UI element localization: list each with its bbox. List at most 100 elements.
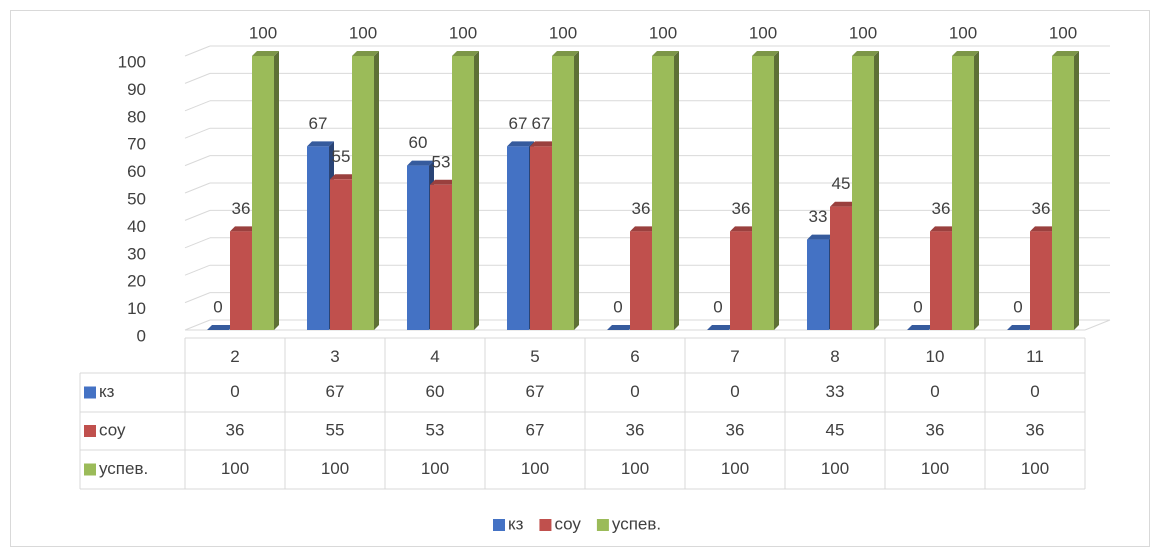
- bar-side: [974, 51, 979, 330]
- data-label: 0: [613, 297, 622, 316]
- bar-top: [430, 179, 457, 185]
- x-tick-label: 10: [926, 347, 945, 366]
- table-cell: 60: [426, 382, 445, 401]
- bar-side: [574, 51, 579, 330]
- table-cell: 55: [326, 420, 345, 439]
- bar: [330, 179, 352, 330]
- legend-key: [596, 519, 609, 531]
- bar-top: [752, 51, 779, 56]
- bar: [552, 56, 574, 330]
- table-cell: 0: [1030, 382, 1039, 401]
- bar: [930, 231, 952, 330]
- legend-label: успев.: [612, 514, 661, 533]
- data-label: 36: [632, 199, 651, 218]
- table-cell: 100: [721, 459, 749, 478]
- table-cell: 100: [521, 459, 549, 478]
- y-tick-label: 90: [127, 80, 146, 99]
- data-label: 0: [1013, 297, 1022, 316]
- bar-top: [1007, 325, 1034, 330]
- data-label: 67: [532, 114, 551, 133]
- bar-side: [1074, 51, 1079, 330]
- table-cell: 100: [821, 459, 849, 478]
- y-tick-label: 60: [127, 162, 146, 181]
- bar-side: [374, 51, 379, 330]
- bar-top: [352, 51, 379, 56]
- table-cell: 100: [221, 459, 249, 478]
- bar-top: [230, 226, 257, 232]
- bar-top: [652, 51, 679, 56]
- table-cell: 36: [726, 420, 745, 439]
- bar-top: [252, 51, 279, 56]
- y-tick-label: 10: [127, 299, 146, 318]
- table-cell: 67: [326, 382, 345, 401]
- table-cell: 0: [230, 382, 239, 401]
- data-label: 100: [1049, 23, 1077, 42]
- table-cell: 100: [621, 459, 649, 478]
- bar-side: [474, 51, 479, 330]
- data-label: 45: [832, 174, 851, 193]
- data-label: 36: [932, 199, 951, 218]
- x-tick-label: 3: [330, 347, 339, 366]
- y-tick-label: 20: [127, 272, 146, 291]
- x-tick-label: 4: [430, 347, 439, 366]
- bar-top: [552, 51, 579, 56]
- grid-line: [184, 100, 211, 112]
- table-cell: 36: [226, 420, 245, 439]
- table-cell: 36: [626, 420, 645, 439]
- bar-top: [207, 325, 234, 330]
- y-tick-label: 30: [127, 244, 146, 263]
- table-cell: 53: [426, 420, 445, 439]
- bar: [307, 146, 329, 330]
- bar-side: [874, 51, 879, 330]
- y-tick-label: 40: [127, 217, 146, 236]
- bar-top: [530, 141, 557, 147]
- legend-key: [539, 519, 552, 531]
- data-label: 100: [649, 23, 677, 42]
- bar: [830, 206, 852, 330]
- data-label: 55: [332, 147, 351, 166]
- x-tick-label: 2: [230, 347, 239, 366]
- bar-top: [607, 325, 634, 330]
- y-tick-label: 0: [137, 326, 146, 345]
- bar-top: [852, 51, 879, 56]
- x-tick-label: 5: [530, 347, 539, 366]
- grid-line: [184, 264, 211, 276]
- bar-top: [1030, 226, 1057, 232]
- bar: [252, 56, 274, 330]
- table-row-header: успев.: [99, 459, 148, 478]
- y-tick-label: 70: [127, 135, 146, 154]
- bar-side: [774, 51, 779, 330]
- grid-line: [184, 319, 211, 331]
- table-cell: 100: [921, 459, 949, 478]
- x-tick-label: 6: [630, 347, 639, 366]
- bar-top: [1052, 51, 1079, 56]
- bar: [952, 56, 974, 330]
- table-cell: 36: [1026, 420, 1045, 439]
- table-row-header: кз: [99, 382, 115, 401]
- data-label: 0: [713, 297, 722, 316]
- bar: [230, 231, 252, 330]
- x-tick-label: 7: [730, 347, 739, 366]
- table-cell: 45: [826, 420, 845, 439]
- data-label: 53: [432, 152, 451, 171]
- floor-edge: [1084, 319, 1111, 331]
- bar-top: [507, 141, 534, 147]
- bar-top: [452, 51, 479, 56]
- table-cell: 33: [826, 382, 845, 401]
- bar: [1030, 231, 1052, 330]
- bar: [752, 56, 774, 330]
- table-cell: 100: [1021, 459, 1049, 478]
- legend-key: [493, 519, 505, 531]
- x-tick-label: 11: [1026, 347, 1044, 366]
- legend-label: соу: [554, 514, 581, 533]
- table-legend-key: [84, 463, 96, 476]
- bar-top: [830, 201, 857, 207]
- table-cell: 100: [421, 459, 449, 478]
- bar-top: [730, 226, 757, 232]
- y-tick-label: 100: [118, 52, 146, 71]
- bar: [530, 146, 552, 330]
- table-cell: 67: [526, 382, 545, 401]
- bar: [507, 146, 529, 330]
- grid-line: [184, 127, 211, 139]
